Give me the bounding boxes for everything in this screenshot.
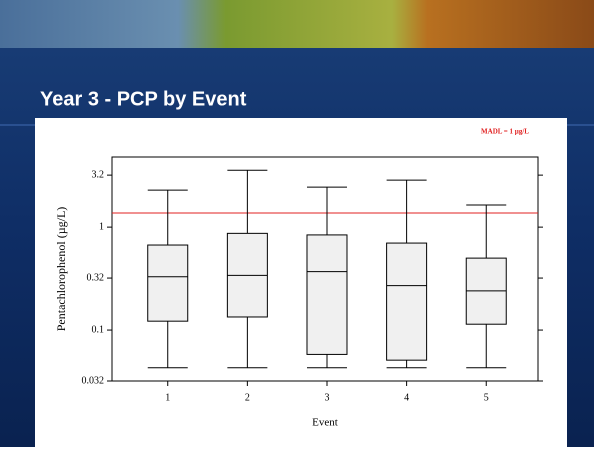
annotation: MADL = 1 µg/L: [481, 128, 529, 136]
y-tick-label: 0.32: [87, 272, 105, 283]
x-axis-label: Event: [312, 417, 338, 429]
y-tick-label: 3.2: [92, 169, 105, 180]
box: [386, 242, 428, 361]
x-tick-label: 1: [165, 392, 170, 403]
x-tick-label: 2: [245, 392, 250, 403]
box: [306, 234, 348, 355]
y-tick-label: 0.1: [92, 324, 105, 335]
x-tick-label: 3: [324, 392, 329, 403]
y-tick-label: 0.032: [82, 375, 105, 386]
x-tick-label: 4: [404, 392, 409, 403]
box: [147, 244, 189, 322]
y-tick-label: 1: [99, 221, 104, 232]
banner: [0, 0, 594, 48]
slide-title: Year 3 - PCP by Event: [40, 88, 247, 110]
plot-frame: [111, 156, 539, 382]
x-tick-label: 5: [484, 392, 489, 403]
y-axis-label: Pentachlorophenol (µg/L): [54, 207, 68, 332]
